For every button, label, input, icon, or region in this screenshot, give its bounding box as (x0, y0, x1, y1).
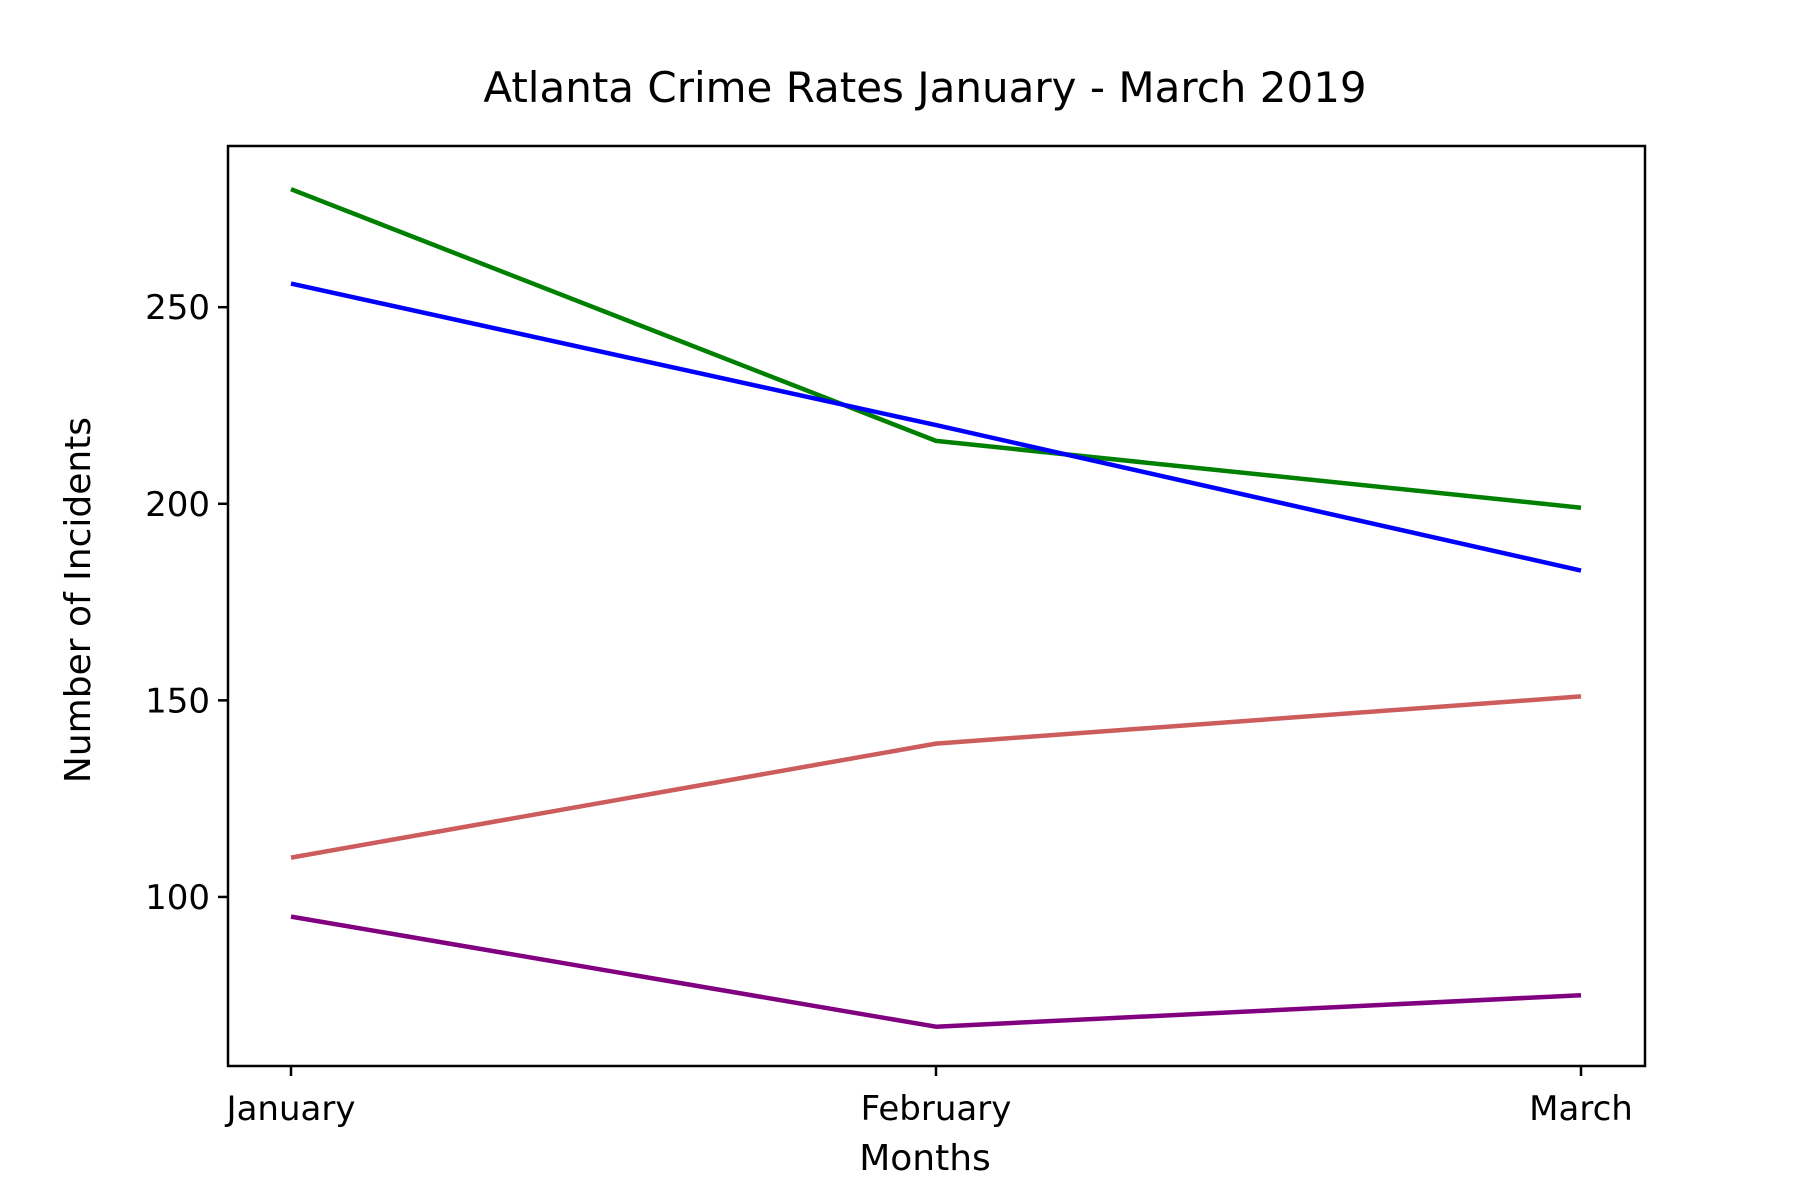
y-tick-label-150: 150 (145, 681, 210, 721)
series-line-3 (290, 694, 1582, 860)
series-line-4 (290, 914, 1582, 1029)
y-tick-label-200: 200 (145, 485, 210, 525)
series-layer (290, 187, 1582, 1029)
series-line-2 (290, 281, 1582, 573)
y-tick-label-250: 250 (145, 288, 210, 328)
series-line-1 (290, 187, 1582, 510)
chart-title: Atlanta Crime Rates January - March 2019 (483, 63, 1366, 112)
x-tick-label-march: March (1529, 1089, 1633, 1129)
x-tick-label-february: February (861, 1089, 1012, 1129)
y-axis-label: Number of Incidents (58, 417, 99, 783)
y-tick-label-100: 100 (145, 878, 210, 918)
axes-layer: 100 150 200 250 January February March (145, 144, 1647, 1129)
x-axis-label: Months (859, 1138, 991, 1179)
x-tick-label-january: January (225, 1089, 356, 1129)
